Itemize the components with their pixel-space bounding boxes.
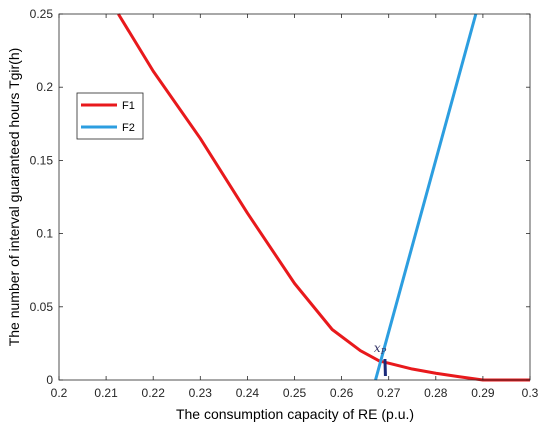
x-tick-label: 0.22 (142, 386, 166, 400)
x-tick-label: 0.25 (283, 386, 307, 400)
x-tick-label: 0.3 (522, 386, 539, 400)
series-layer (117, 13, 530, 382)
legend-box (76, 92, 144, 140)
y-tick-label: 0.25 (30, 7, 54, 21)
y-tick-label: 0.05 (30, 300, 54, 314)
marker-layer (383, 358, 387, 376)
y-tick-label: 0.1 (36, 227, 53, 241)
legend-label-f2: F2 (122, 122, 135, 134)
plot-background (59, 14, 530, 380)
y-axis-label: The number of interval guaranteed hours … (6, 48, 22, 347)
x-tick-label: 0.27 (377, 386, 401, 400)
x-axis-ticks: 0.2 0.21 0.22 0.23 0.24 0.25 0.26 0.27 0.28 0.29 0… (51, 14, 539, 400)
series-f2-line (374, 13, 478, 381)
x-tick-label: 0.24 (236, 386, 260, 400)
y-tick-label: 0.2 (36, 80, 53, 94)
x-tick-label: 0.23 (189, 386, 213, 400)
x-tick-label: 0.29 (471, 386, 495, 400)
x-tick-label: 0.26 (330, 386, 354, 400)
x-axis-label: The consumption capacity of RE (p.u.) (176, 406, 414, 422)
intersection-marker (383, 358, 387, 376)
legend: F1 F2 (76, 92, 144, 140)
x-tick-label: 0.2 (51, 386, 68, 400)
x-tick-label: 0.28 (424, 386, 448, 400)
y-tick-label: 0 (46, 373, 53, 387)
y-tick-label: 0.15 (30, 153, 54, 167)
x-tick-label: 0.21 (94, 386, 118, 400)
legend-label-f1: F1 (122, 100, 135, 112)
y-axis-ticks: 0 0.05 0.1 0.15 0.2 0.25 (30, 7, 530, 387)
